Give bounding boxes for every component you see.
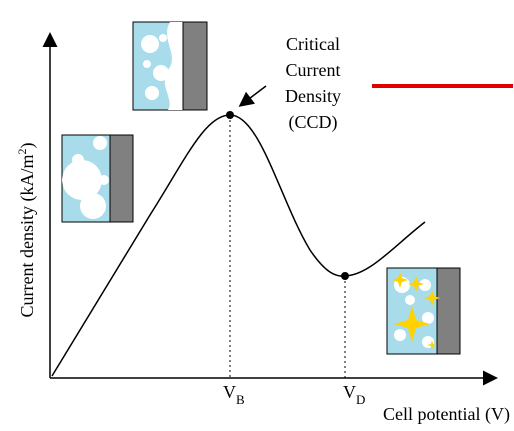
point-label: VB	[223, 382, 245, 407]
annotation-line: Density	[285, 86, 341, 106]
annotation-line: Critical	[286, 34, 340, 54]
annotation-line: (CCD)	[289, 112, 338, 133]
inset-gas-film	[133, 22, 207, 110]
peak-point	[226, 111, 234, 119]
minimum-point	[341, 272, 349, 280]
annotation-arrow	[241, 86, 266, 105]
symbol: V	[223, 382, 236, 402]
label-close: )	[17, 143, 38, 149]
diagram: Critical Current Density (CCD) VB VD Cel…	[0, 0, 514, 431]
annotation-line: Current	[286, 60, 341, 80]
inset-bubbles	[62, 135, 133, 222]
x-axis-label: Cell potential (V)	[383, 404, 510, 425]
point-label: VD	[343, 382, 365, 407]
label-text: Current density (kA/m	[17, 155, 38, 318]
subscript: D	[356, 392, 365, 407]
symbol: V	[343, 382, 356, 402]
y-axis-label: Current density (kA/m2)	[15, 143, 38, 318]
subscript: B	[236, 392, 245, 407]
inset-sparks	[387, 268, 460, 354]
